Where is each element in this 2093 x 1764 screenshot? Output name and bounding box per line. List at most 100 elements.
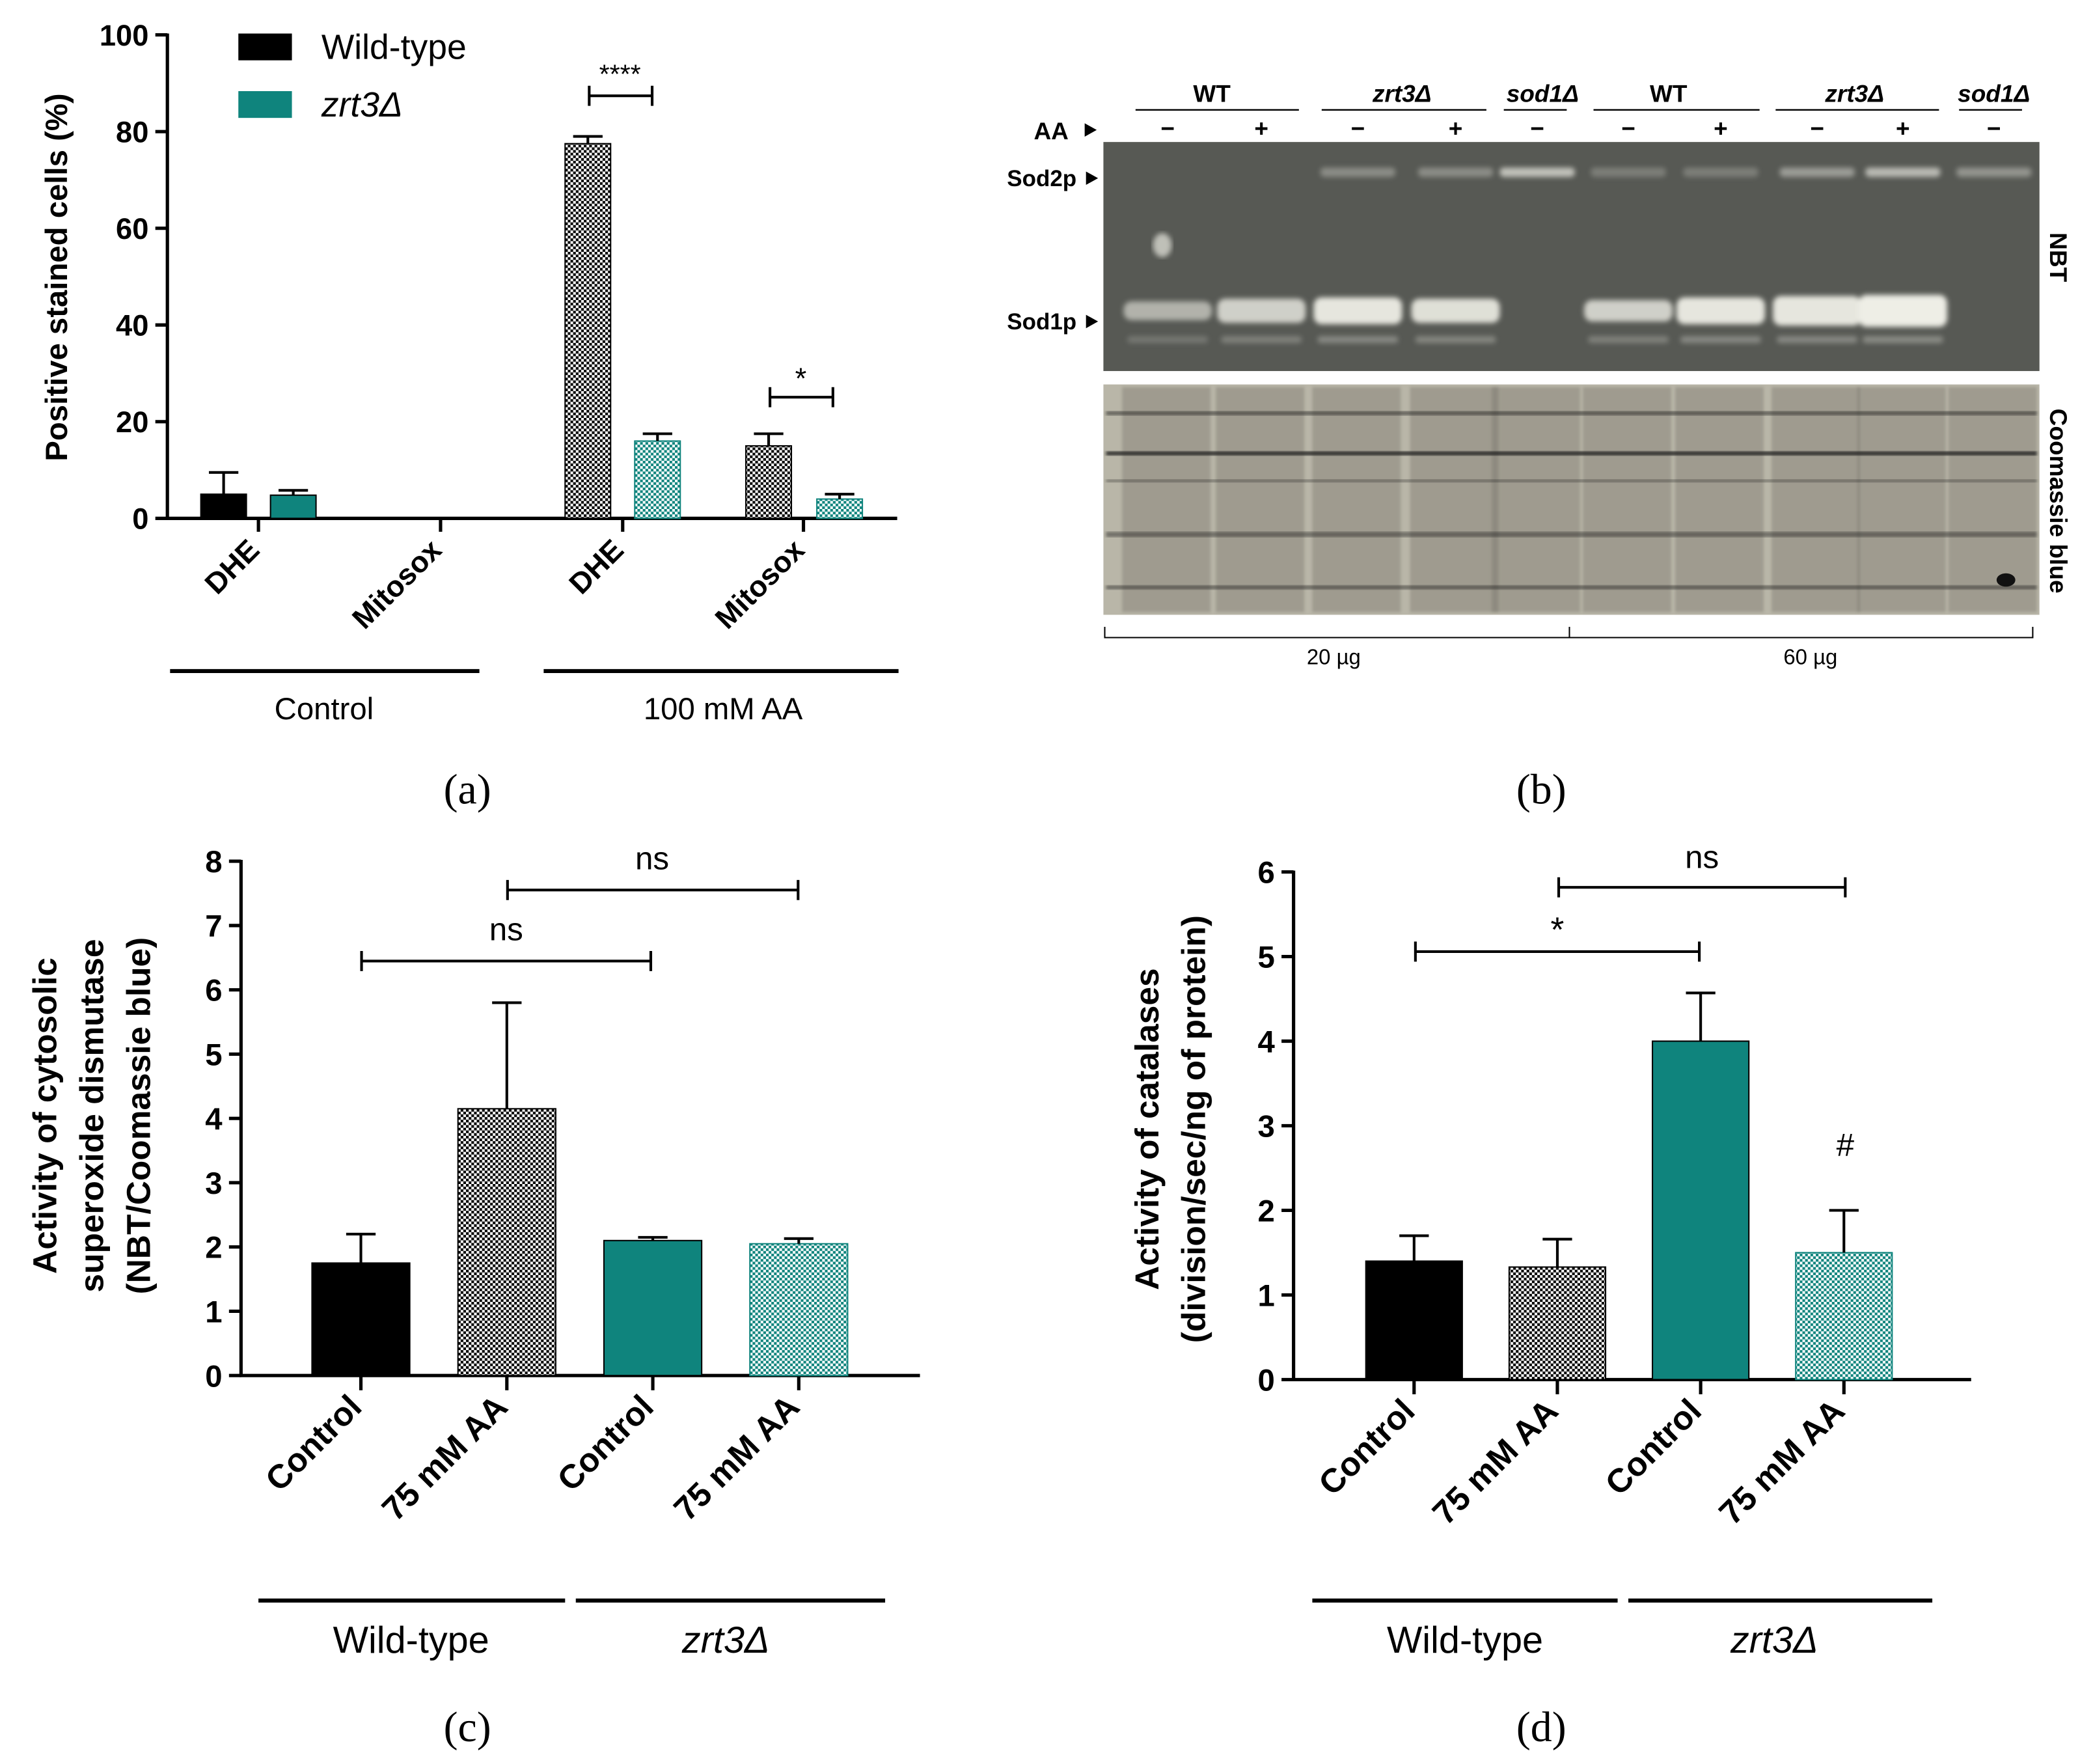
panel-d: Activity of catalases (division/sec/ng o… [1128,839,1971,1751]
panel-d-ytick-label: 5 [1257,941,1274,975]
panel-a-errorbar [754,432,784,446]
sod2p-band [1683,167,1758,177]
aa-sign: − [1810,115,1824,142]
coomassie-lane [1410,387,1499,613]
panel-d-ytick-label: 6 [1257,856,1274,890]
panel-a-ytick-label: 40 [116,309,148,342]
side-label-nbt: NBT [2045,232,2072,282]
panel-a-bar-zrt3 [634,440,681,519]
panel-a-errorbar [642,432,672,441]
lane-group-label: zrt3Δ [1372,79,1432,107]
sod2p-band [1591,167,1666,177]
panel-a-xtick-label: Mitosox [346,533,448,635]
nbt-bands [1123,167,2032,343]
sod1p-band [1123,301,1212,320]
panel-d-xticks: Control 75 mM AA Control 75 mM AA [1311,1381,1852,1532]
aa-sign: − [1351,115,1365,142]
panel-a-bar-zrt3 [269,494,317,519]
gel-spot [1153,233,1172,258]
aa-sign: − [1987,115,2001,142]
panel-d-ytick-label: 1 [1257,1278,1274,1313]
panel-a-xtick-label: DHE [198,533,266,601]
panel-a-group-label-control: Control [275,692,374,726]
coomassie-band [1106,479,2037,482]
panel-a-errorbar [208,471,239,495]
coomassie-band [1106,411,2037,415]
panel-a-group-label-aa: 100 mM AA [644,692,803,726]
coomassie-lane [1583,387,1671,613]
aa-sign: + [1449,115,1463,142]
panel-c-sig-bracket-1 [360,950,653,971]
panel-c-group-label-wt: Wild-type [333,1619,489,1661]
coomassie-lane [1312,387,1401,613]
aa-sign: + [1714,115,1728,142]
panel-c-yticks: 0 1 2 3 4 5 6 7 8 [205,845,241,1394]
panel-a-yticks: 0 20 40 60 80 100 [100,19,168,536]
panel-c-ytick-label: 3 [205,1166,222,1201]
panel-a-sig-label-2: * [795,362,807,395]
panel-c-errorbar [492,1001,522,1109]
legend-swatch-zrt3 [238,90,292,118]
panel-d-ytick-label: 2 [1257,1194,1274,1228]
panel-a-ytick-label: 80 [116,115,148,148]
panel-d-errorbar [1542,1237,1572,1267]
panel-b-caption: (b) [1516,766,1566,814]
aa-sign: − [1160,115,1175,142]
panel-c-ylabel-1: Activity of cytosolic [25,958,63,1274]
panel-d-yticks: 0 1 2 3 4 5 6 [1257,856,1294,1398]
sod1p-band [1411,298,1500,323]
panel-d-bar [1652,1040,1750,1381]
panel-d-group-label-wt: Wild-type [1387,1619,1543,1661]
sod1p-band [1858,294,1947,327]
panel-d-sig-bracket-2 [1557,877,1847,898]
panel-a-sig-bracket-1 [588,85,654,106]
sod1p-lower-band [1863,336,1943,343]
sod2p-band [1779,167,1855,177]
aa-sign: − [1621,115,1635,142]
panel-c-group-label-zrt3: zrt3Δ [681,1619,770,1661]
panel-a-bar-wild-type [564,143,612,519]
lane-group-label: sod1Δ [1507,79,1579,107]
panel-d-bar [1795,1252,1893,1381]
panel-b: WT zrt3Δ sod1Δ WT zrt3Δ sod1Δ AA − + − + − − + − + − S… [1007,79,2072,813]
load-label-60: 60 µg [1783,645,1837,669]
panel-c-errorbar [638,1235,668,1241]
panel-c-bars [311,1001,849,1377]
lane-group-label: sod1Δ [1958,79,2030,107]
panel-a-ytick-label: 20 [116,406,148,439]
sod1p-lower-band [1588,336,1669,343]
coomassie-lane [1772,387,1860,613]
load-label-20: 20 µg [1307,645,1361,669]
panel-a-bar-zrt3 [816,498,864,519]
panel-c-xticks: Control 75 mM AA Control 75 mM AA [258,1377,806,1528]
panel-c-bar [457,1108,556,1377]
sod1p-band [1217,298,1306,323]
panel-a-errorbar [573,135,603,144]
sod1p-lower-band [1317,336,1399,343]
panel-a-bars [200,135,864,519]
panel-c-xtick-label: 75 mM AA [374,1387,514,1527]
coomassie-spot [1996,573,2016,587]
sod2p-band [1865,167,1941,177]
panel-c-errorbar [784,1237,814,1244]
panel-c-ytick-label: 5 [205,1038,222,1072]
panel-a-errorbar [278,489,308,495]
panel-c-ytick-label: 0 [205,1359,222,1394]
coomassie-band [1106,531,2037,538]
legend-label-wild-type: Wild-type [321,29,467,67]
panel-c-bar [311,1262,411,1377]
coomassie-lane [1216,387,1305,613]
nbt-gel [1103,142,2040,372]
panel-a-bar-wild-type [200,493,247,519]
legend-swatch-wild-type [238,33,292,61]
coomassie-lane [1492,387,1580,613]
panel-a-bar-wild-type [745,445,793,519]
panel-a-sig-bracket-2 [769,387,834,407]
panel-c-sig-bracket-2 [506,879,800,900]
panel-d-bar [1508,1266,1607,1381]
panel-d-errorbar [1829,1209,1859,1253]
panel-d-errorbar [1686,991,1716,1041]
panel-a: Positive stained cells (%) 0 20 40 60 80 100 … [40,19,899,814]
panel-c-ytick-label: 6 [205,974,222,1008]
